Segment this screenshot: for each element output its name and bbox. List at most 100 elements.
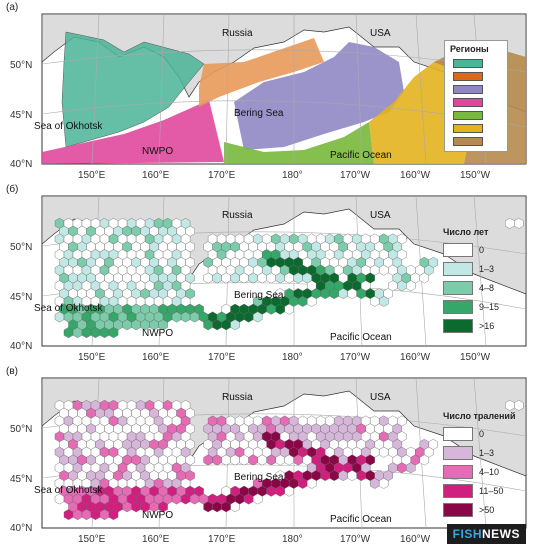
lat-tick-50: 50°N: [10, 60, 32, 71]
label-pacific: Pacific Ocean: [330, 514, 392, 525]
legend-region-row: [445, 109, 507, 122]
label-pacific: Pacific Ocean: [330, 332, 392, 343]
legend-title-years: Число лет: [443, 227, 489, 237]
watermark-part2: NEWS: [482, 527, 520, 541]
legend-class-swatch: [443, 299, 473, 314]
legend-class-label: 1–3: [479, 447, 495, 458]
label-usa: USA: [370, 28, 391, 39]
lat-tick-40: 40°N: [10, 159, 32, 170]
label-usa: USA: [370, 392, 391, 403]
hex-grid-c: [54, 399, 524, 521]
hex-cell: [379, 295, 389, 307]
legend-class-swatch: [443, 261, 473, 276]
legend-class-swatch: [443, 242, 473, 257]
legend-region-row: [445, 70, 507, 83]
legend-class-row: >16: [438, 316, 524, 335]
legend-regions-rows: [445, 57, 507, 148]
hex-cell: [230, 501, 240, 513]
region-bering-purple: [234, 42, 404, 150]
hex-cell: [158, 319, 168, 331]
legend-class-swatch: [443, 280, 473, 295]
lon-tick-160e: 160°E: [142, 534, 170, 545]
hex-cell: [108, 509, 119, 521]
legend-class-swatch: [443, 502, 473, 517]
legend-class-label: >16: [479, 320, 495, 331]
lon-tick-160w: 160°W: [400, 352, 431, 362]
lon-tick-150e: 150°E: [78, 170, 106, 180]
hex-cell: [406, 462, 416, 474]
legend-region-swatch: [453, 137, 483, 146]
label-usa: USA: [370, 210, 391, 221]
lon-tick-150w: 150°W: [460, 170, 491, 180]
lon-tick-170w: 170°W: [340, 352, 371, 362]
hex-cell: [514, 217, 524, 229]
legend-class-label: 11–50: [479, 485, 504, 496]
region-nwpo: [42, 100, 224, 164]
panel-label-a: (a): [6, 2, 19, 13]
hex-cell: [253, 493, 263, 505]
lat-tick-45: 45°N: [10, 474, 32, 485]
legend-class-label: 1–3: [479, 263, 495, 274]
label-nwpo: NWPO: [142, 510, 173, 521]
legend-class-row: 1–3: [438, 443, 530, 462]
lon-tick-170w: 170°W: [340, 534, 371, 545]
lat-tick-45: 45°N: [10, 292, 32, 303]
legend-years-rows: 0 1–3 4–8 9–15 >16: [438, 240, 524, 335]
label-russia: Russia: [222, 392, 253, 403]
lat-tick-45: 45°N: [10, 110, 32, 121]
legend-title-hauls: Число тралений: [443, 411, 516, 421]
panel-b: 50°N 45°N 40°N 150°E 160°E 170°E 180° 17…: [4, 184, 532, 362]
lon-tick-150w: 150°W: [460, 352, 491, 362]
label-pacific: Pacific Ocean: [330, 150, 392, 161]
lon-tick-180: 180°: [282, 170, 303, 180]
legend-hauls-rows: 0 1–3 4–10 11–50 >50: [438, 424, 530, 519]
label-okhotsk: Sea of Okhotsk: [34, 121, 103, 132]
fishnews-watermark: FISHNEWS: [446, 524, 526, 544]
legend-years: Число лет 0 1–3 4–8 9–15 >16: [438, 224, 524, 342]
legend-region-row: [445, 96, 507, 109]
label-okhotsk: Sea of Okhotsk: [34, 303, 103, 314]
region-okhotsk: [61, 31, 205, 148]
legend-class-label: 9–15: [479, 301, 500, 312]
legend-class-label: >50: [479, 504, 495, 515]
legend-class-swatch: [443, 318, 473, 333]
legend-class-row: 0: [438, 240, 524, 259]
legend-class-swatch: [443, 483, 473, 498]
legend-class-label: 0: [479, 244, 485, 255]
hex-cell: [284, 485, 294, 497]
hex-cell: [419, 454, 429, 466]
hex-grid-b: [54, 217, 524, 339]
lon-tick-160e: 160°E: [142, 170, 170, 180]
label-bering: Bering Sea: [234, 290, 284, 301]
legend-class-row: 4–8: [438, 278, 524, 297]
hex-cell: [108, 327, 119, 339]
lon-tick-160w: 160°W: [400, 170, 431, 180]
legend-class-swatch: [443, 464, 473, 479]
label-bering: Bering Sea: [234, 472, 284, 483]
hex-cell: [406, 280, 416, 292]
graticule-lon: [91, 13, 487, 165]
legend-region-swatch: [453, 98, 483, 107]
lon-tick-160w: 160°W: [400, 534, 431, 545]
legend-class-row: 11–50: [438, 481, 530, 500]
legend-region-swatch: [453, 85, 483, 94]
legend-region-row: [445, 122, 507, 135]
hex-cell: [419, 272, 429, 284]
legend-region-row: [445, 57, 507, 70]
watermark-part1: FISH: [452, 527, 482, 541]
legend-region-row: [445, 135, 507, 148]
legend-title-regions: Регионы: [450, 44, 489, 54]
hex-cell: [514, 399, 524, 411]
legend-region-swatch: [453, 124, 483, 133]
hex-cell: [284, 303, 294, 315]
hex-cell: [307, 477, 317, 489]
label-russia: Russia: [222, 28, 253, 39]
hex-cell: [158, 501, 168, 513]
legend-region-swatch: [453, 59, 483, 68]
legend-class-row: 4–10: [438, 462, 530, 481]
panel-label-c: (в): [6, 366, 18, 377]
lon-tick-180: 180°: [282, 534, 303, 545]
label-russia: Russia: [222, 210, 253, 221]
lon-tick-150e: 150°E: [78, 534, 106, 545]
label-nwpo: NWPO: [142, 328, 173, 339]
